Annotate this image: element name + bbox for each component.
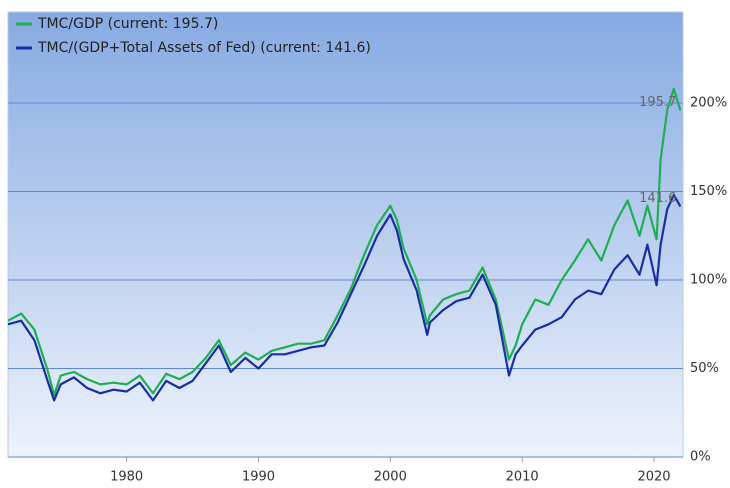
y-tick-label: 0% [690, 450, 711, 465]
current-value-label: 141.6 [639, 191, 676, 206]
x-tick-label: 2020 [637, 470, 670, 485]
y-tick-label: 150% [690, 184, 727, 199]
y-tick-label: 50% [690, 361, 719, 376]
y-tick-label: 100% [690, 273, 727, 288]
x-tick-label: 1980 [110, 470, 143, 485]
legend-label: TMC/GDP (current: 195.7) [37, 16, 218, 32]
x-tick-label: 2010 [506, 470, 539, 485]
x-tick-label: 2000 [374, 470, 407, 485]
series-line [7, 193, 682, 402]
y-tick-label: 200% [690, 96, 727, 111]
legend-label: TMC/(GDP+Total Assets of Fed) (current: … [37, 40, 371, 56]
series-line [7, 87, 682, 397]
current-value-label: 195.7 [639, 95, 676, 110]
x-tick-label: 1990 [242, 470, 275, 485]
